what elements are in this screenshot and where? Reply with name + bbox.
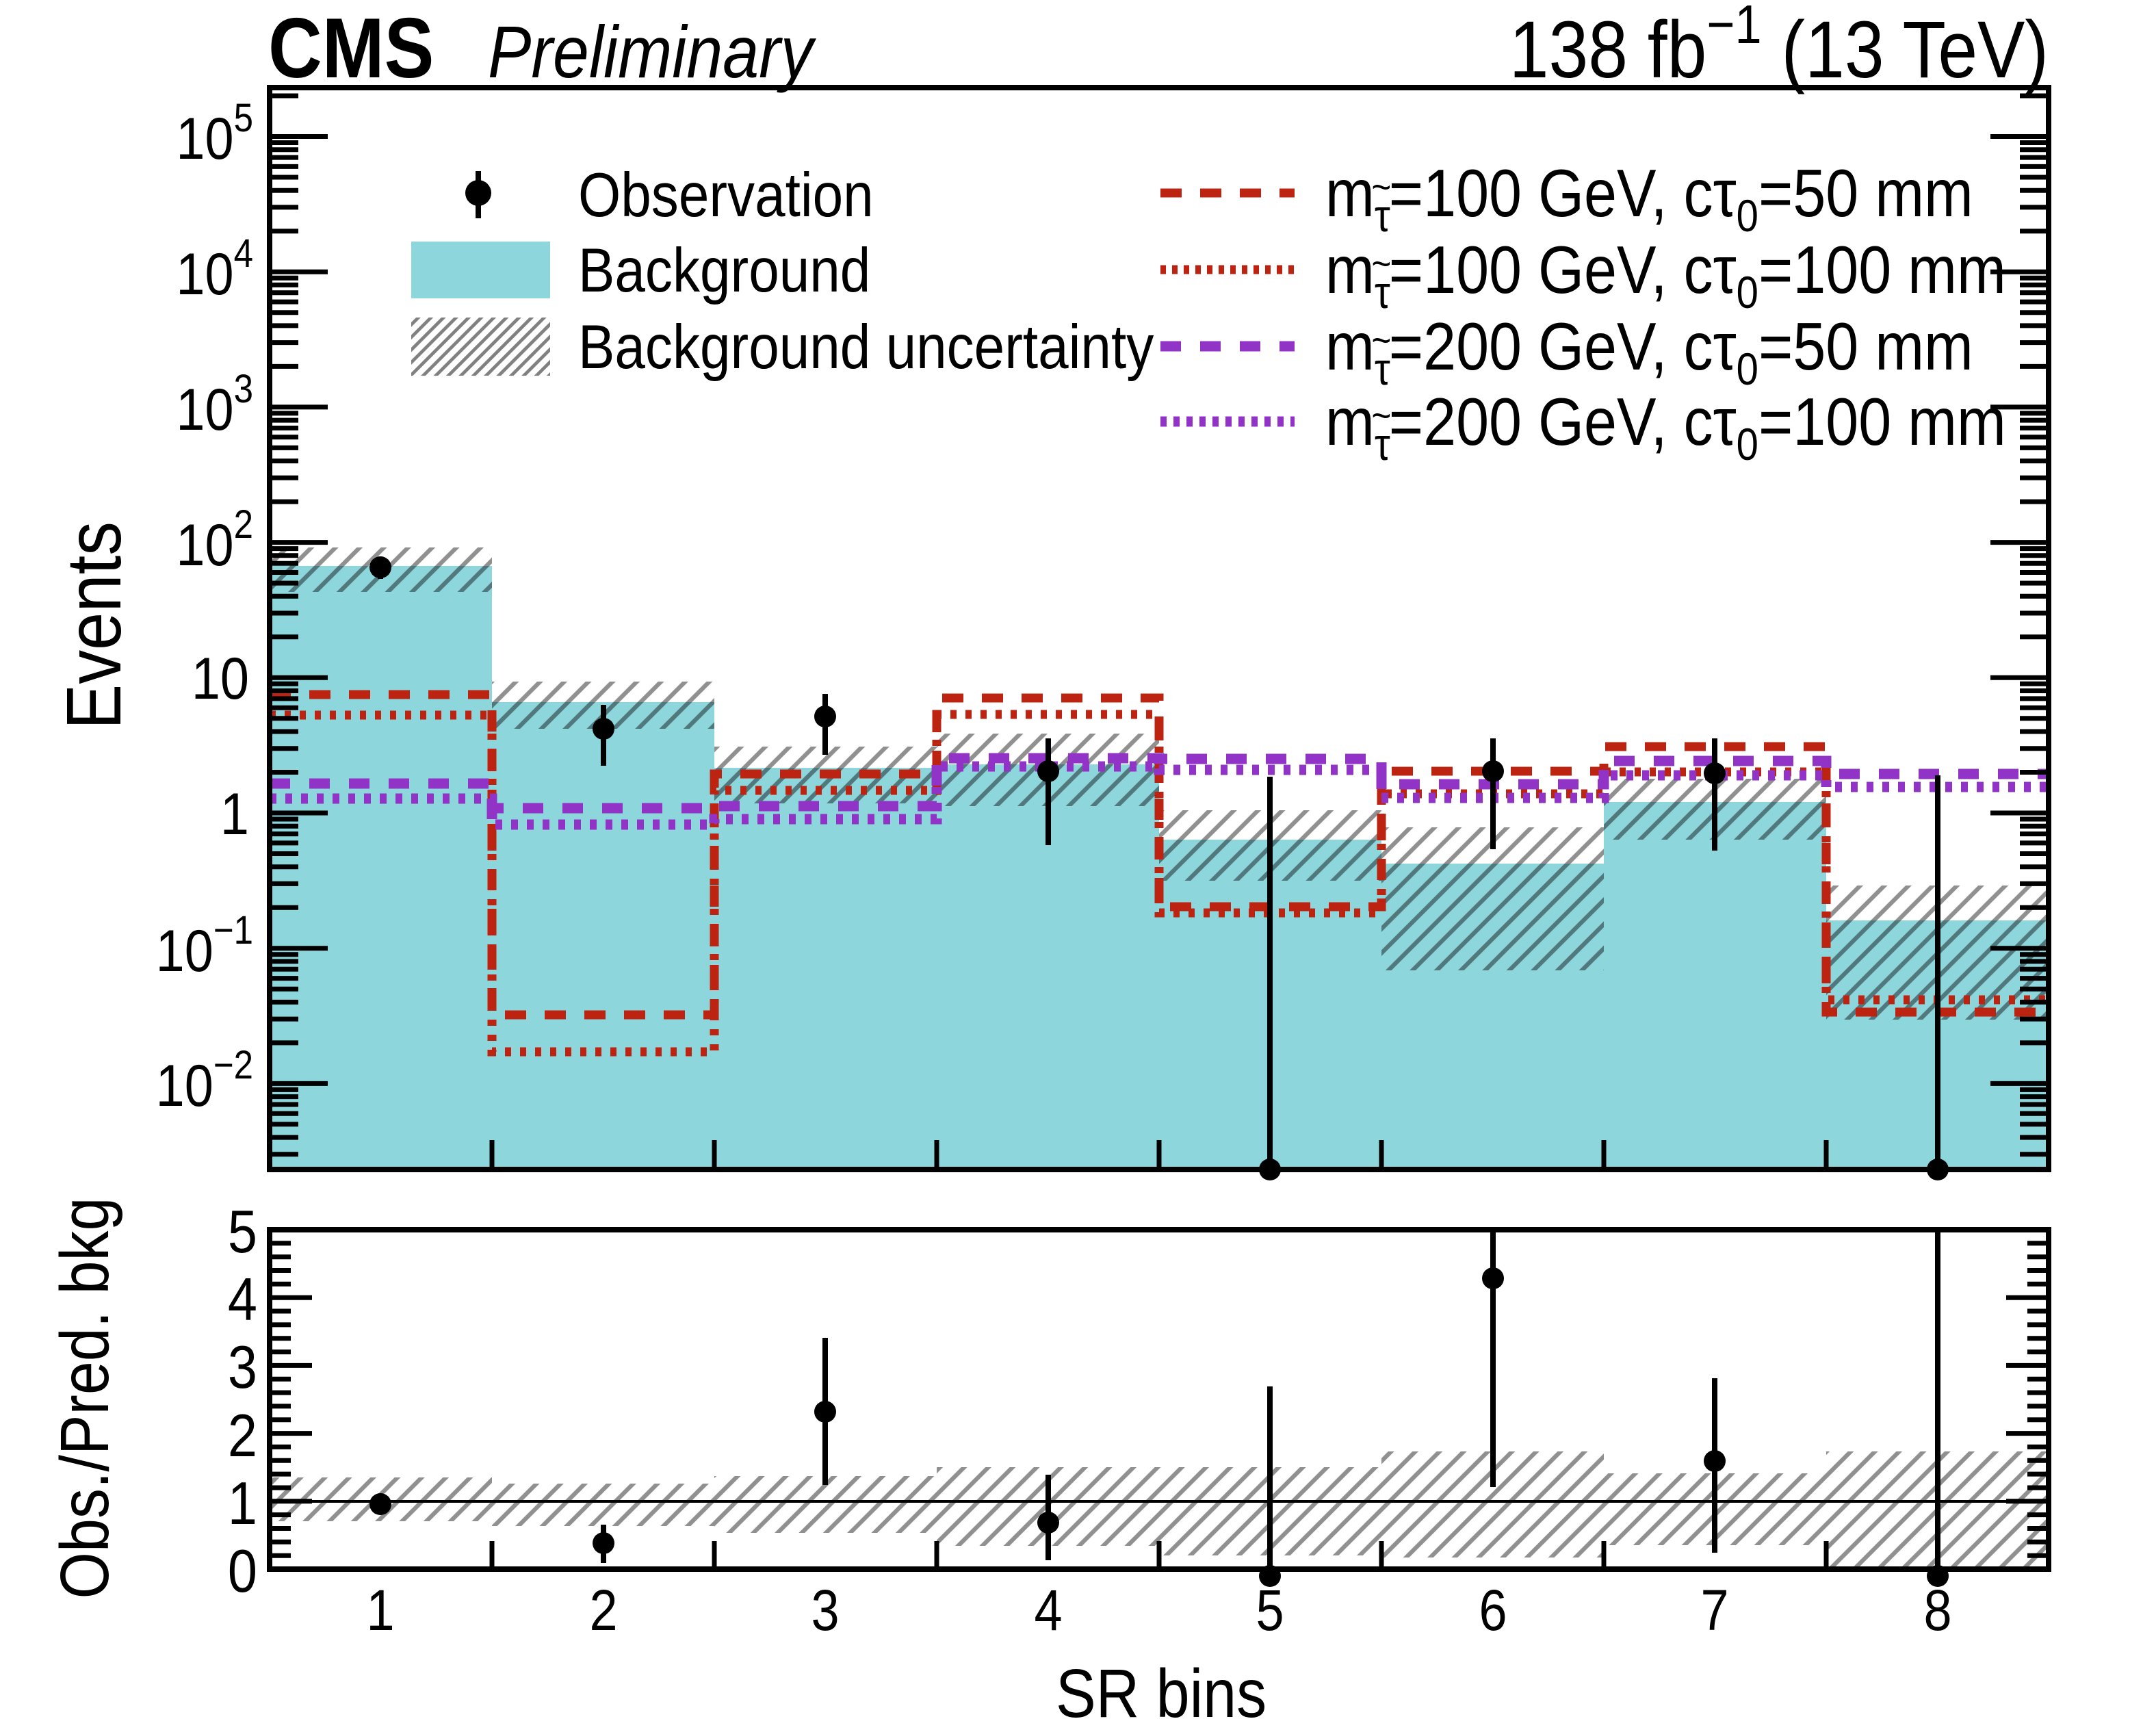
svg-text:1: 1 bbox=[228, 1469, 257, 1537]
svg-text:138 fb−1 (13 TeV): 138 fb−1 (13 TeV) bbox=[1509, 0, 2049, 94]
svg-text:Preliminary: Preliminary bbox=[488, 10, 816, 93]
svg-text:Observation: Observation bbox=[578, 160, 874, 230]
svg-text:104: 104 bbox=[176, 231, 253, 307]
svg-text:7: 7 bbox=[1700, 1578, 1728, 1642]
svg-text:Events: Events bbox=[51, 521, 137, 729]
svg-text:103: 103 bbox=[176, 367, 253, 443]
svg-text:5: 5 bbox=[228, 1198, 257, 1265]
svg-text:Background uncertainty: Background uncertainty bbox=[578, 312, 1154, 382]
svg-text:2: 2 bbox=[228, 1401, 257, 1469]
svg-text:10−2: 10−2 bbox=[156, 1043, 253, 1119]
svg-text:6: 6 bbox=[1479, 1578, 1507, 1642]
svg-text:mτ~=100 GeV, cτ0=50 mm: mτ~=100 GeV, cτ0=50 mm bbox=[1325, 155, 1973, 242]
svg-text:1: 1 bbox=[366, 1578, 394, 1642]
svg-text:5: 5 bbox=[1256, 1578, 1284, 1642]
svg-text:2: 2 bbox=[589, 1578, 617, 1642]
svg-text:Background: Background bbox=[578, 235, 870, 305]
svg-text:3: 3 bbox=[228, 1333, 257, 1401]
svg-text:105: 105 bbox=[176, 96, 253, 172]
svg-text:1: 1 bbox=[220, 782, 249, 848]
svg-text:102: 102 bbox=[176, 502, 253, 578]
svg-text:8: 8 bbox=[1923, 1578, 1951, 1642]
svg-text:0: 0 bbox=[228, 1537, 257, 1605]
svg-text:4: 4 bbox=[1034, 1578, 1062, 1642]
svg-text:mτ~=100 GeV, cτ0=100 mm: mτ~=100 GeV, cτ0=100 mm bbox=[1325, 232, 2006, 318]
svg-text:mτ~=200 GeV, cτ0=100 mm: mτ~=200 GeV, cτ0=100 mm bbox=[1325, 384, 2006, 470]
svg-text:mτ~=200 GeV, cτ0=50 mm: mτ~=200 GeV, cτ0=50 mm bbox=[1325, 309, 1973, 395]
svg-text:SR bins: SR bins bbox=[1056, 1655, 1267, 1719]
svg-text:CMS: CMS bbox=[268, 0, 434, 95]
svg-text:10: 10 bbox=[192, 647, 249, 712]
svg-text:10−1: 10−1 bbox=[156, 908, 253, 984]
svg-text:Obs./Pred. bkg: Obs./Pred. bkg bbox=[47, 1198, 122, 1599]
svg-text:3: 3 bbox=[811, 1578, 839, 1642]
svg-text:4: 4 bbox=[228, 1265, 257, 1333]
